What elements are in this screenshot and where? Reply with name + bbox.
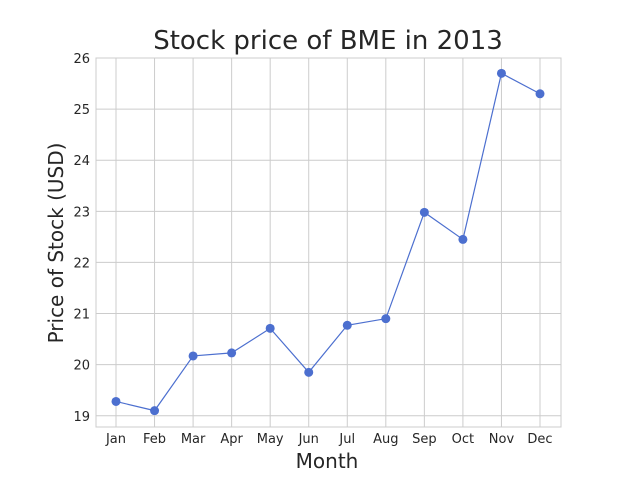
x-tick-label: Jul bbox=[338, 432, 355, 447]
data-point bbox=[150, 406, 160, 416]
series-line bbox=[115, 72, 541, 412]
x-tick-label: Dec bbox=[527, 432, 552, 447]
data-point bbox=[304, 367, 314, 377]
y-tick-label: 25 bbox=[73, 103, 90, 118]
y-axis-ticks: 19 20 21 22 23 24 25 26 bbox=[73, 52, 90, 425]
chart-title: Stock price of BME in 2013 bbox=[153, 26, 503, 56]
y-tick-label: 22 bbox=[73, 256, 90, 271]
y-tick-label: 20 bbox=[73, 359, 90, 374]
data-point bbox=[111, 396, 121, 406]
x-tick-label: May bbox=[257, 432, 284, 447]
x-tick-label: Nov bbox=[489, 432, 515, 447]
data-point bbox=[419, 207, 429, 217]
x-tick-label: Jan bbox=[105, 432, 126, 447]
data-point bbox=[265, 323, 275, 333]
y-tick-label: 23 bbox=[73, 205, 90, 220]
data-point bbox=[535, 89, 545, 99]
x-tick-label: Aug bbox=[373, 432, 398, 447]
x-axis-ticks: Jan Feb Mar Apr May Jun Jul Aug Sep Oct Nov Dec bbox=[105, 432, 553, 447]
y-axis-label: Price of Stock (USD) bbox=[44, 143, 68, 344]
y-tick-label: 26 bbox=[73, 52, 90, 67]
x-tick-label: Sep bbox=[412, 432, 437, 447]
data-point bbox=[381, 314, 391, 324]
x-tick-label: Mar bbox=[181, 432, 206, 447]
x-axis-label: Month bbox=[296, 449, 359, 473]
y-tick-label: 19 bbox=[73, 410, 90, 425]
x-tick-label: Oct bbox=[452, 432, 474, 447]
y-tick-label: 24 bbox=[73, 154, 90, 169]
x-tick-label: Feb bbox=[143, 432, 166, 447]
plot-frame bbox=[95, 57, 562, 428]
data-point bbox=[227, 348, 237, 358]
grid bbox=[96, 57, 561, 427]
x-tick-label: Apr bbox=[220, 432, 243, 447]
data-point bbox=[342, 320, 352, 330]
data-point bbox=[496, 68, 506, 78]
y-tick-label: 21 bbox=[73, 308, 90, 323]
series-group bbox=[111, 68, 545, 416]
data-point bbox=[188, 351, 198, 361]
data-point bbox=[458, 234, 468, 244]
x-tick-label: Jun bbox=[298, 432, 319, 447]
